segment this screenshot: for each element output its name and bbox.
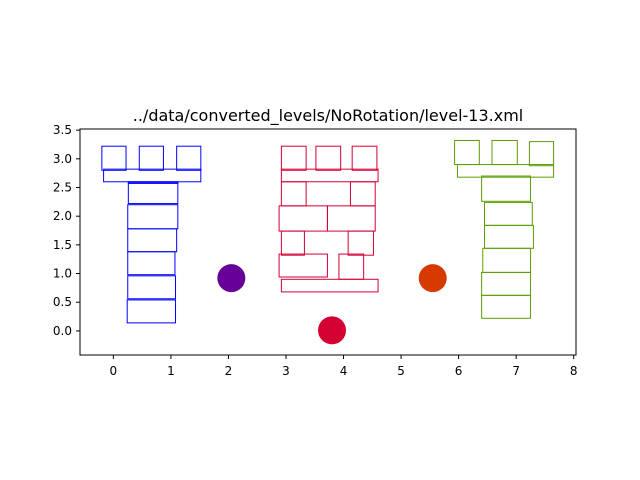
x-tick-label: 4 (340, 364, 348, 378)
x-tick-label: 0 (110, 364, 118, 378)
x-tick-label: 8 (570, 364, 578, 378)
y-tick-label: 1.5 (53, 238, 72, 252)
structure-2-block-3 (338, 253, 365, 280)
structure-1-block-2 (127, 275, 177, 300)
axes-frame (79, 128, 577, 356)
x-tick-label: 7 (512, 364, 520, 378)
point-2 (318, 316, 347, 345)
structure-2-block-10 (280, 168, 379, 183)
structure-2-block-13 (351, 145, 378, 171)
y-tick-label: 0.5 (53, 295, 72, 309)
structure-2-block-2 (278, 253, 328, 278)
structure-1-block-10 (138, 145, 164, 171)
x-tick-label: 5 (397, 364, 405, 378)
y-tick-label: 1.0 (53, 267, 72, 281)
structure-1-block-8 (103, 168, 202, 183)
chart-title: ../data/converted_levels/NoRotation/leve… (133, 106, 523, 126)
structure-3-block-8 (454, 139, 480, 166)
structure-2-block-12 (315, 145, 342, 171)
point-3 (418, 264, 447, 293)
structure-3-block-9 (491, 139, 518, 166)
structure-1-block-7 (127, 182, 179, 184)
structure-2-block-11 (280, 145, 307, 171)
y-tick-label: 2.5 (53, 181, 72, 195)
structure-1-block-1 (126, 299, 177, 324)
y-tick-label: 3.5 (53, 123, 72, 137)
structure-1-block-5 (127, 204, 179, 230)
structure-1-block-9 (101, 145, 127, 171)
x-tick-label: 2 (225, 364, 233, 378)
structure-3-block-6 (481, 175, 532, 202)
chart-marks (101, 139, 555, 345)
x-tick-label: 6 (455, 364, 463, 378)
y-tick-label: 0.0 (53, 324, 72, 338)
structure-3-block-5 (484, 201, 533, 226)
x-tick-label: 1 (167, 364, 175, 378)
structure-1-block-11 (176, 145, 202, 171)
point-1 (217, 264, 246, 293)
x-tick-label: 3 (282, 364, 290, 378)
structure-3-block-10 (528, 141, 555, 167)
y-tick-label: 3.0 (53, 152, 72, 166)
y-tick-label: 2.0 (53, 209, 72, 223)
axis-ticks: 0 1 2 3 4 5 6 7 8 0.0 0.5 1.0 1.5 2.0 2.5 3.0 3.5 (53, 123, 578, 378)
structure-2-block-1 (280, 278, 379, 293)
